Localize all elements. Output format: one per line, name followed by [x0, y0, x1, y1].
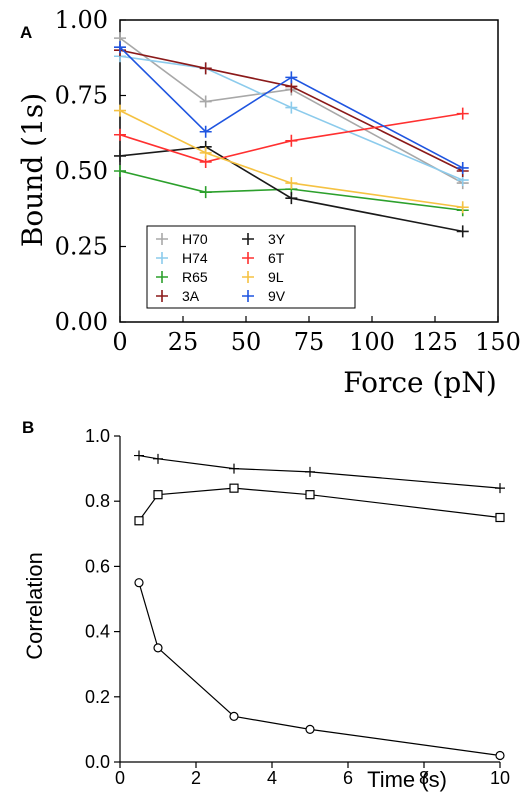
panel-a-series-line: [119, 49, 464, 172]
panel-a-data-point: [199, 95, 212, 108]
panel-b-series-line: [138, 582, 501, 757]
panel-a-legend-label: R65: [182, 269, 208, 285]
panel-b-x-tick-label: 4: [267, 768, 277, 788]
panel-a-y-tick-label: 0.50: [55, 157, 108, 185]
panel-a-legend-marker: [242, 271, 254, 283]
panel-b-y-tick-label: 0.2: [85, 687, 110, 707]
panel-a-letter: A: [20, 23, 32, 42]
panel-a-legend-label: 3A: [182, 288, 200, 304]
panel-a-data-point: [456, 161, 469, 174]
panel-b-data-point-circle: [305, 724, 315, 735]
panel-b-y-tick-label: 0.6: [85, 556, 110, 576]
panel-b-data-point-plus: [134, 450, 144, 461]
panel-a-data-point: [114, 128, 126, 141]
panel-b-y-tick-label: 0.0: [85, 752, 110, 772]
panel-a-series-line: [119, 109, 463, 209]
panel-b-x-tick-label: 0: [115, 768, 125, 788]
panel-a-data-point: [285, 101, 298, 114]
panel-a-y-tick-label: 0.00: [55, 308, 108, 336]
panel-a-x-tick-label: 125: [412, 328, 458, 356]
panel-a-data-point: [456, 225, 469, 238]
panel-b-data-point-square: [134, 516, 144, 526]
panel-a-y-axis-label: Bound (1s): [16, 93, 49, 247]
panel-a-x-tick-label: 50: [231, 328, 262, 356]
panel-a-data-point: [199, 146, 212, 159]
panel-a-legend-label: H70: [182, 231, 208, 247]
panel-a-legend-label: 3Y: [268, 231, 286, 247]
panel-b-data-point-plus: [305, 466, 315, 477]
panel-a-legend-label: H74: [182, 250, 208, 266]
panel-b-y-axis-label: Correlation: [22, 552, 47, 660]
panel-a-data-point: [199, 62, 212, 75]
panel-a-legend-marker: [156, 233, 168, 245]
panel-b-data-point-circle: [134, 578, 144, 588]
panel-a-legend-marker: [156, 252, 168, 264]
panel-b-data-point-circle: [495, 750, 505, 761]
panel-a-y-tick-label: 0.25: [55, 233, 108, 261]
panel-b-series-line: [138, 454, 501, 489]
panel-a-data-point: [114, 41, 126, 54]
panel-a-x-tick-label: 0: [112, 328, 127, 356]
panel-b-chart: 0 2 4 6 8 10 0.0 0.2 0.4 0.6 0.8 1.0: [85, 426, 510, 788]
panel-b-y-tick-label: 1.0: [85, 426, 110, 446]
panel-b-x-tick-label: 6: [343, 768, 353, 788]
panel-b-x-axis-label: Time (s): [367, 767, 447, 792]
panel-a-data-point: [199, 125, 212, 138]
panel-a-data-point: [456, 107, 469, 120]
panel-a-series-line: [119, 46, 464, 169]
panel-b-series-line: [138, 487, 501, 522]
panel-a-legend-marker: [242, 290, 254, 302]
panel-a-y-tick-label: 1.00: [55, 6, 108, 34]
panel-b-x-tick-label: 10: [490, 768, 510, 788]
panel-b-data-point-plus: [153, 453, 163, 464]
panel-b-letter: B: [22, 418, 34, 437]
panel-b-data-point-square: [229, 483, 239, 493]
panel-a-data-point: [114, 149, 126, 162]
panel-b-x-tick-label: 2: [191, 768, 201, 788]
panel-a-legend-marker: [156, 290, 168, 302]
panel-b-x-tick-label: 8: [419, 768, 429, 788]
panel-b-data-point-square: [495, 512, 505, 523]
panel-a-series-line: [119, 146, 463, 233]
panel-b-y-tick-label: 0.4: [85, 622, 110, 642]
panel-a-x-tick-label: 75: [294, 328, 325, 356]
panel-a-data-point: [285, 177, 298, 190]
panel-a-y-tick-label: 0.75: [55, 82, 108, 110]
panel-a-data-point: [114, 165, 126, 177]
panel-b-data-point-circle: [229, 711, 239, 721]
panel-a-x-axis-label: Force (pN): [343, 366, 497, 399]
panel-a-legend-label: 9V: [268, 288, 286, 304]
panel-a-data-point: [114, 104, 126, 117]
panel-a-data-point: [199, 186, 212, 199]
panel-a-x-tick-label: 25: [168, 328, 199, 356]
panel-a-legend-label: 9L: [268, 269, 284, 285]
panel-a-data-point: [285, 192, 298, 205]
panel-b-data-point-plus: [495, 483, 505, 494]
panel-a-legend-label: 6T: [268, 250, 285, 266]
panel-a-chart: 0 25 50 75 100 125 150 0.00 0.25 0.50 0.75 1.00 H70 H…: [55, 6, 521, 356]
panel-b-data-point-square: [153, 490, 163, 500]
panel-b-data-point-square: [305, 490, 315, 500]
panel-a-series-line: [119, 112, 463, 163]
panel-a-x-tick-label: 150: [475, 328, 521, 356]
panel-a-data-point: [285, 134, 298, 147]
panel-b-data-point-circle: [153, 643, 163, 653]
panel-a-series-line: [119, 55, 464, 181]
panel-a-legend-marker: [242, 233, 254, 245]
panel-b-y-tick-label: 0.8: [85, 491, 110, 511]
panel-a-legend-marker: [156, 271, 168, 283]
panel-a-data-point: [285, 71, 298, 84]
panel-a-legend-marker: [242, 252, 254, 264]
panel-a-series-line: [119, 170, 463, 212]
panel-a-data-point: [456, 201, 469, 214]
panel-a-series-line: [119, 37, 464, 184]
panel-b-data-point-plus: [229, 463, 239, 474]
panel-a-x-tick-label: 100: [349, 328, 395, 356]
